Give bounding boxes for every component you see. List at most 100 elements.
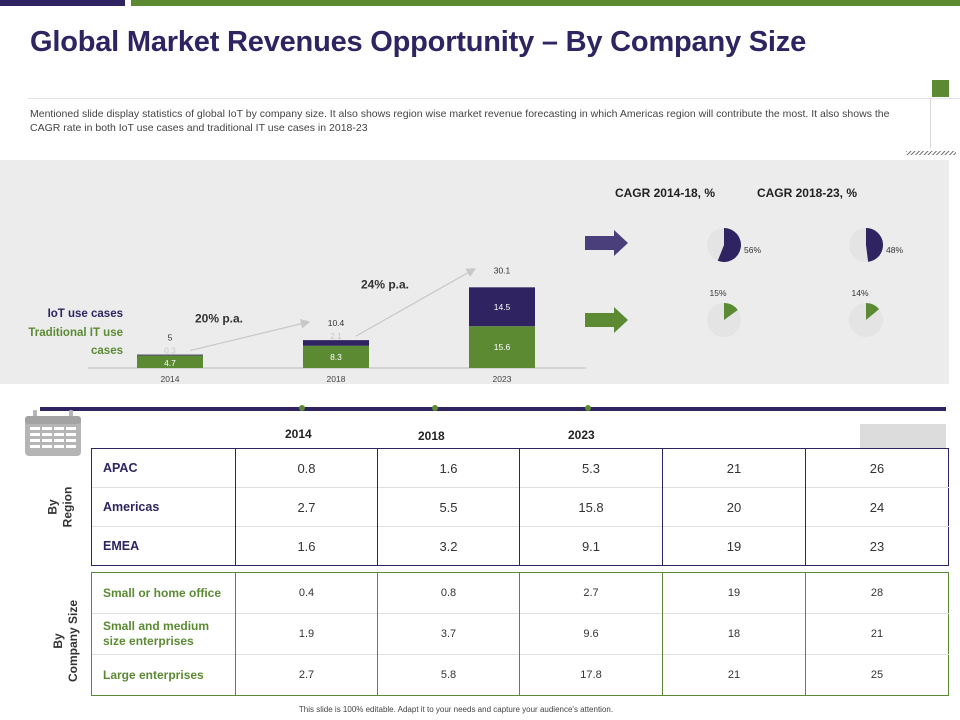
pie-traditional-2014-18-label: 15% <box>709 288 726 298</box>
growth-label: 24% p.a. <box>361 278 409 292</box>
by-company-size-label: By Company Size <box>51 600 81 682</box>
by-region-label: By Region <box>45 487 75 528</box>
corner-green-square <box>932 80 949 97</box>
company-cell: 25 <box>805 654 949 696</box>
bar-label-traditional: 15.6 <box>494 342 511 352</box>
bar-label-iot: 2.1 <box>330 331 342 341</box>
legend-iot: IoT use cases <box>48 308 123 320</box>
pie-traditional-2014-18-slice <box>724 303 738 320</box>
corner-divider <box>930 98 931 148</box>
bar-total-label: 10.4 <box>328 318 345 328</box>
region-cell: 15.8 <box>519 487 663 527</box>
bar-label-traditional: 8.3 <box>330 352 342 362</box>
company-size-table: Small or home office 0.4 0.8 2.7 19 28 Small a… <box>91 572 949 696</box>
arrow-traditional-icon <box>585 307 628 333</box>
region-cell: 26 <box>805 448 949 488</box>
legend-traditional-line2: cases <box>91 345 123 357</box>
company-cell: 18 <box>662 613 806 655</box>
company-cell: 19 <box>662 572 806 614</box>
pie-iot-2014-18-slice <box>717 228 741 262</box>
bar-label-iot: 14.5 <box>494 302 511 312</box>
region-cell: 24 <box>805 487 949 527</box>
region-row-label: Americas <box>91 487 236 527</box>
bar-total-label: 30.1 <box>494 265 511 275</box>
hatch-decoration <box>906 151 956 155</box>
x-tick-label: 2023 <box>493 374 512 384</box>
divider-line <box>28 98 960 99</box>
region-cell: 3.2 <box>377 526 520 566</box>
region-cell: 20 <box>662 487 806 527</box>
region-row-label: APAC <box>91 448 236 488</box>
year-header-2018: 2018 <box>418 429 445 443</box>
timeline-dot <box>299 405 305 411</box>
company-cell: 28 <box>805 572 949 614</box>
by-company-line2: Company Size <box>66 599 81 683</box>
bar-traditional-2023 <box>469 326 535 368</box>
company-cell: 21 <box>805 613 949 655</box>
top-accent-bar-green <box>131 0 960 6</box>
region-cell: 1.6 <box>377 448 520 488</box>
company-cell: 21 <box>662 654 806 696</box>
cagr-header-2014-18: CAGR 2014-18, % <box>615 186 715 200</box>
timeline-dot <box>585 405 591 411</box>
footer-note: This slide is 100% editable. Adapt it to… <box>298 705 614 714</box>
x-tick-label: 2014 <box>161 374 180 384</box>
company-cell: 3.7 <box>377 613 520 655</box>
page-title: Global Market Revenues Opportunity – By … <box>30 26 806 58</box>
bar-label-iot: 0.3 <box>164 346 176 356</box>
pie-iot-2018-23-label: 48% <box>886 245 903 255</box>
table-row: Small and medium size enterprises 1.9 3.7 9… <box>91 613 949 655</box>
region-cell: 23 <box>805 526 949 566</box>
region-cell: 19 <box>662 526 806 566</box>
growth-arrow <box>189 319 311 352</box>
company-row-label: Small or home office <box>91 572 236 614</box>
growth-label: 20% p.a. <box>195 311 243 325</box>
growth-arrow <box>355 268 477 337</box>
year-header-2023: 2023 <box>568 428 595 442</box>
bar-traditional-2018 <box>303 345 369 368</box>
region-row-label: EMEA <box>91 526 236 566</box>
pie-iot-2014-18-label: 56% <box>744 245 761 255</box>
cagr-header-2018-23: CAGR 2018-23, % <box>757 186 857 200</box>
bar-iot-2018 <box>303 340 369 346</box>
company-cell: 2.7 <box>519 572 663 614</box>
pie-traditional-2018-23-label: 14% <box>851 288 868 298</box>
bar-label-traditional: 4.7 <box>164 358 176 368</box>
table-row: APAC 0.8 1.6 5.3 21 26 <box>91 448 949 488</box>
x-tick-label: 2018 <box>327 374 346 384</box>
table-row: Small or home office 0.4 0.8 2.7 19 28 <box>91 572 949 614</box>
company-cell: 1.9 <box>235 613 378 655</box>
company-cell: 0.4 <box>235 572 378 614</box>
pie-traditional-2018-23-slice <box>866 303 880 320</box>
bar-traditional-2014 <box>137 355 203 368</box>
table-row: Americas 2.7 5.5 15.8 20 24 <box>91 487 949 527</box>
region-cell: 5.5 <box>377 487 520 527</box>
company-row-label: Large enterprises <box>91 654 236 696</box>
company-cell: 0.8 <box>377 572 520 614</box>
region-cell: 5.3 <box>519 448 663 488</box>
arrow-iot-icon <box>585 230 628 256</box>
region-cell: 1.6 <box>235 526 378 566</box>
top-accent-bar-purple <box>0 0 125 6</box>
table-timeline-bar <box>40 407 946 411</box>
region-cell: 9.1 <box>519 526 663 566</box>
year-header-2014: 2014 <box>285 427 312 441</box>
table-row: EMEA 1.6 3.2 9.1 19 23 <box>91 526 949 566</box>
pie-iot-2018-23-slice <box>866 227 884 262</box>
header-placeholder-box <box>860 424 946 448</box>
revenue-chart: 4.7 0.3 5 8.3 2.1 10.4 15.6 14.5 30.1 2014 2018 20… <box>28 186 903 384</box>
company-cell: 2.7 <box>235 654 378 696</box>
company-row-label: Small and medium size enterprises <box>91 613 236 655</box>
bar-total-label: 5 <box>168 333 173 343</box>
by-company-line1: By <box>51 633 66 649</box>
table-row: Large enterprises 2.7 5.8 17.8 21 25 <box>91 654 949 696</box>
timeline-dot <box>432 405 438 411</box>
company-cell: 17.8 <box>519 654 663 696</box>
by-region-line2: Region <box>60 486 75 528</box>
legend-traditional-line1: Traditional IT use <box>28 327 123 339</box>
slide-description: Mentioned slide display statistics of gl… <box>30 108 890 134</box>
region-cell: 2.7 <box>235 487 378 527</box>
calendar-icon <box>25 410 81 456</box>
bar-iot-2014 <box>137 354 203 356</box>
region-table: APAC 0.8 1.6 5.3 21 26 Americas 2.7 5.5 15.8 20 24 E… <box>91 448 949 566</box>
